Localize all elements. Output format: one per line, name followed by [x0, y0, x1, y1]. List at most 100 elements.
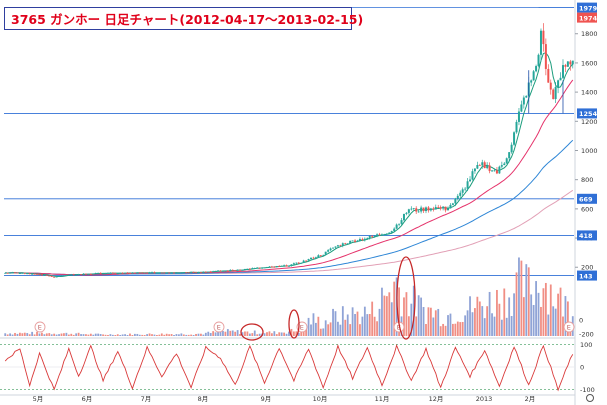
candle-body: [229, 269, 232, 272]
candle-body: [131, 272, 134, 274]
volume-bar: [4, 333, 7, 336]
volume-bar: [432, 317, 435, 336]
volume-bar: [566, 301, 569, 336]
volume-bar: [285, 333, 288, 336]
date-axis-label: 8月: [198, 395, 209, 403]
volume-bar: [420, 297, 423, 336]
volume-bar: [525, 264, 528, 336]
candle-body: [393, 228, 396, 232]
earnings-marker-label: E: [397, 324, 401, 332]
volume-bar: [89, 333, 92, 336]
candle-body: [439, 207, 442, 209]
volume-bar: [562, 316, 564, 336]
volume-tick-label: 0: [579, 317, 583, 325]
volume-bar: [38, 333, 41, 336]
candle-body: [319, 255, 322, 257]
candle-body: [55, 276, 58, 278]
candle-body: [378, 234, 381, 236]
candle-body: [317, 255, 320, 258]
candle-body: [77, 274, 80, 275]
candle-body: [202, 271, 205, 273]
candle-body: [124, 272, 127, 274]
volume-bar: [209, 332, 212, 336]
candle-body: [246, 268, 249, 270]
candle-body: [400, 220, 403, 224]
price-label-tag: [577, 2, 597, 13]
candle-body: [102, 273, 105, 275]
price-tick-label: 1000: [581, 147, 598, 155]
candle-body: [72, 274, 75, 276]
candle-body: [456, 195, 459, 199]
candle-body: [224, 270, 227, 272]
volume-bar: [407, 316, 410, 336]
volume-bar: [219, 331, 222, 336]
candle-body: [65, 275, 68, 276]
candle-body: [38, 274, 41, 276]
candle-body: [537, 54, 540, 67]
candle-body: [270, 266, 273, 268]
candle-body: [432, 208, 435, 210]
volume-bar: [383, 295, 386, 336]
candle-body: [476, 164, 479, 169]
candle-body: [385, 233, 388, 235]
volume-bar: [403, 297, 405, 336]
candle-body: [80, 274, 83, 275]
ma-line-mid: [5, 79, 574, 276]
volume-bar: [530, 294, 533, 336]
candle-body: [552, 89, 555, 100]
candle-body: [508, 152, 511, 159]
candle-body: [295, 262, 298, 264]
volume-bar: [503, 288, 506, 336]
volume-bar: [126, 335, 129, 336]
candle-body: [420, 207, 423, 212]
candle-body: [221, 270, 224, 272]
volume-bar: [153, 334, 156, 336]
candle-body: [106, 272, 109, 274]
volume-bar: [173, 335, 175, 336]
candle-body: [243, 268, 246, 270]
candle-body: [398, 223, 401, 225]
candle-body: [14, 272, 17, 274]
volume-bar: [207, 331, 210, 336]
earnings-marker-label: E: [217, 324, 221, 332]
candle-body: [148, 272, 151, 274]
volume-bar: [332, 308, 334, 336]
candle-body: [92, 273, 95, 275]
earnings-marker-label: E: [300, 324, 304, 332]
volume-bar: [58, 334, 60, 336]
candle-body: [231, 269, 234, 271]
candle-body: [265, 267, 268, 268]
volume-bar: [393, 281, 396, 336]
candle-body: [373, 235, 376, 237]
volume-highlight-ellipse: [396, 256, 416, 340]
candle-body: [451, 203, 454, 205]
chart-title-box: 3765 ガンホー 日足チャート(2012-04-17～2013-02-15): [4, 7, 363, 30]
volume-bar: [478, 301, 481, 336]
volume-bar: [251, 333, 254, 336]
candle-body: [290, 264, 293, 266]
volume-bar: [133, 333, 136, 336]
volume-bar: [31, 331, 34, 336]
volume-bar: [104, 334, 107, 336]
volume-bar: [337, 321, 339, 336]
volume-bar: [94, 333, 97, 336]
candle-body: [559, 77, 562, 81]
candle-body: [302, 260, 305, 263]
candle-body: [9, 272, 12, 274]
volume-bar: [60, 333, 63, 336]
candle-body: [219, 270, 222, 272]
candle-body: [275, 266, 278, 267]
candle-body: [449, 204, 452, 209]
volume-bar: [381, 287, 383, 336]
volume-bar: [231, 330, 234, 336]
candle-body: [170, 272, 173, 274]
volume-bar: [87, 334, 90, 336]
candle-body: [109, 272, 112, 274]
volume-bar: [268, 331, 271, 336]
volume-bar: [464, 315, 467, 336]
candle-body: [4, 272, 7, 274]
candle-body: [21, 273, 24, 274]
candle-body: [28, 273, 31, 275]
candle-body: [300, 262, 303, 264]
volume-bar: [23, 332, 26, 336]
